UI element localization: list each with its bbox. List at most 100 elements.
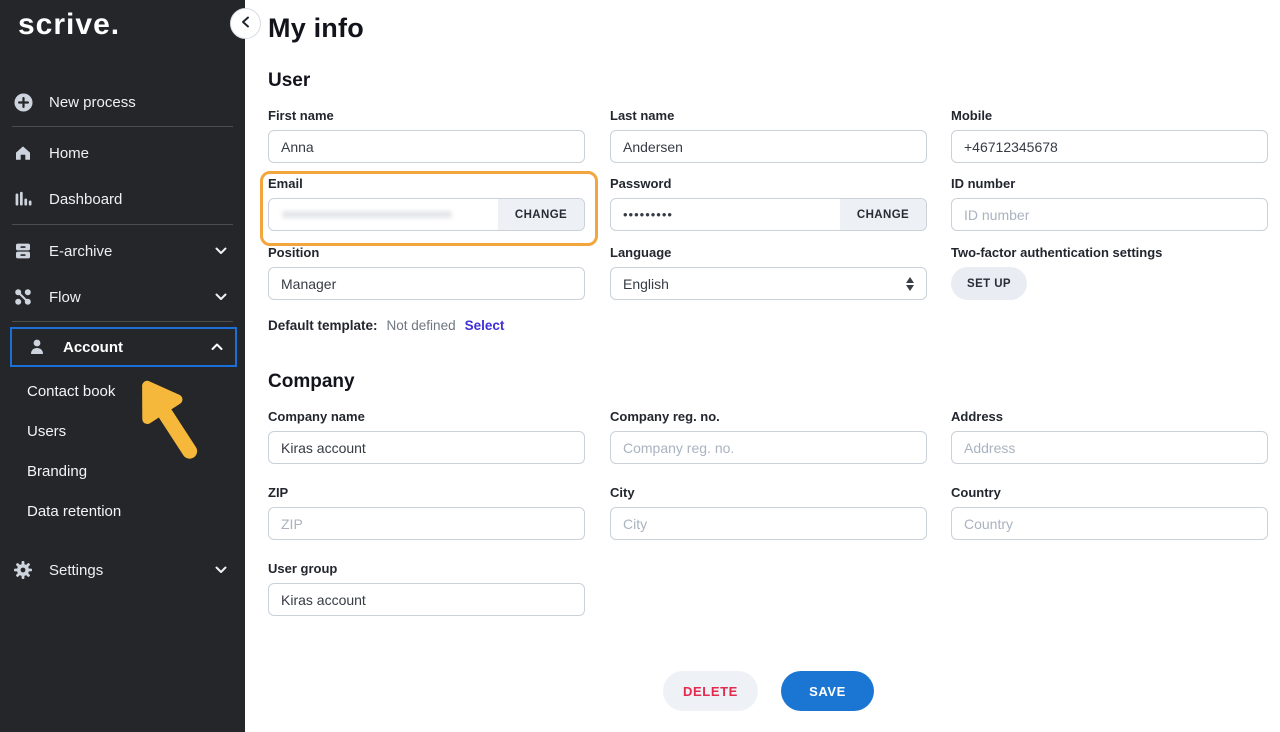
user-group-label: User group bbox=[268, 561, 338, 576]
sidebar-subitem-label: Users bbox=[27, 422, 67, 440]
password-label: Password bbox=[610, 176, 672, 191]
sidebar-item-dashboard[interactable]: Dashboard bbox=[12, 185, 233, 213]
city-input[interactable] bbox=[610, 507, 927, 540]
section-title-company: Company bbox=[268, 371, 355, 392]
email-change-button[interactable]: CHANGE bbox=[498, 199, 584, 230]
gear-icon bbox=[12, 559, 34, 581]
email-label: Email bbox=[268, 176, 303, 191]
email-field-group: Email CHANGE bbox=[268, 176, 585, 231]
sidebar-divider bbox=[12, 321, 233, 322]
plus-circle-icon bbox=[12, 91, 34, 113]
save-button[interactable]: SAVE bbox=[781, 671, 874, 711]
company-name-label: Company name bbox=[268, 409, 365, 424]
main-content: My info User First name Last name Mobile… bbox=[230, 0, 1280, 732]
zip-field-group: ZIP bbox=[268, 485, 585, 540]
city-label: City bbox=[610, 485, 635, 500]
bar-chart-icon bbox=[12, 188, 34, 210]
position-field-group: Position bbox=[268, 245, 585, 300]
sidebar-item-label: Dashboard bbox=[49, 190, 123, 208]
company-reg-label: Company reg. no. bbox=[610, 409, 720, 424]
delete-button[interactable]: DELETE bbox=[663, 671, 758, 711]
default-template-label: Default template: bbox=[268, 318, 378, 333]
mobile-label: Mobile bbox=[951, 108, 993, 123]
sidebar-item-users[interactable]: Users bbox=[27, 419, 66, 443]
position-label: Position bbox=[268, 245, 320, 260]
city-field-group: City bbox=[610, 485, 927, 540]
address-label: Address bbox=[951, 409, 1004, 424]
language-select[interactable]: English bbox=[610, 267, 927, 300]
zip-label: ZIP bbox=[268, 485, 289, 500]
address-field-group: Address bbox=[951, 409, 1268, 464]
sidebar-item-e-archive[interactable]: E-archive bbox=[12, 237, 233, 265]
zip-input[interactable] bbox=[268, 507, 585, 540]
sidebar-item-label: Settings bbox=[49, 561, 104, 579]
person-icon bbox=[26, 336, 48, 358]
position-input[interactable] bbox=[268, 267, 585, 300]
default-template-row: Default template: Not defined Select bbox=[268, 318, 504, 333]
country-label: Country bbox=[951, 485, 1001, 500]
archive-icon bbox=[12, 240, 34, 262]
sidebar-item-contact-book[interactable]: Contact book bbox=[27, 379, 115, 403]
annotation-arrow bbox=[138, 371, 208, 476]
section-title-user: User bbox=[268, 70, 311, 91]
sidebar-item-label: Account bbox=[63, 338, 123, 356]
last-name-field-group: Last name bbox=[610, 108, 927, 163]
company-name-input[interactable] bbox=[268, 431, 585, 464]
id-number-input[interactable] bbox=[951, 198, 1268, 231]
chevron-down-icon bbox=[215, 566, 227, 574]
sidebar-subitem-label: Contact book bbox=[27, 382, 116, 400]
default-template-value: Not defined bbox=[386, 318, 456, 333]
first-name-label: First name bbox=[268, 108, 334, 123]
country-input[interactable] bbox=[951, 507, 1268, 540]
sidebar-item-label: Home bbox=[49, 144, 90, 162]
chevron-down-icon bbox=[215, 247, 227, 255]
sidebar-divider bbox=[12, 224, 233, 225]
scrive-logo: scrive. bbox=[18, 8, 121, 41]
last-name-label: Last name bbox=[610, 108, 675, 123]
chevron-down-icon bbox=[215, 293, 227, 301]
sidebar-item-branding[interactable]: Branding bbox=[27, 459, 87, 483]
sidebar-item-flow[interactable]: Flow bbox=[12, 283, 233, 311]
page-title: My info bbox=[268, 13, 364, 43]
sidebar-item-account-selected[interactable]: Account bbox=[10, 327, 237, 367]
company-reg-field-group: Company reg. no. bbox=[610, 409, 927, 464]
first-name-field-group: First name bbox=[268, 108, 585, 163]
sidebar-item-label: E-archive bbox=[49, 242, 113, 260]
chevron-up-icon bbox=[211, 343, 223, 351]
language-selected-value: English bbox=[623, 275, 669, 292]
chevron-left-icon bbox=[240, 15, 251, 33]
mobile-field-group: Mobile bbox=[951, 108, 1268, 163]
language-field-group: Language English bbox=[610, 245, 927, 300]
company-name-field-group: Company name bbox=[268, 409, 585, 464]
sidebar-divider bbox=[12, 126, 233, 127]
sidebar-subitem-label: Branding bbox=[27, 462, 88, 480]
sidebar-item-home[interactable]: Home bbox=[12, 139, 233, 167]
company-reg-input[interactable] bbox=[610, 431, 927, 464]
sidebar-item-label: New process bbox=[49, 93, 136, 111]
two-factor-group: Two-factor authentication settings bbox=[951, 245, 1231, 267]
user-group-field-group: User group bbox=[268, 561, 585, 616]
id-number-field-group: ID number bbox=[951, 176, 1268, 231]
password-field-group: Password CHANGE bbox=[610, 176, 927, 231]
sidebar-item-label: Flow bbox=[49, 288, 81, 306]
two-factor-setup-button[interactable]: SET UP bbox=[951, 267, 1027, 300]
first-name-input[interactable] bbox=[268, 130, 585, 163]
sidebar-collapse-button[interactable] bbox=[230, 8, 261, 39]
sidebar-item-settings[interactable]: Settings bbox=[12, 556, 233, 584]
language-label: Language bbox=[610, 245, 672, 260]
sidebar-item-data-retention[interactable]: Data retention bbox=[27, 499, 121, 523]
mobile-input[interactable] bbox=[951, 130, 1268, 163]
sidebar-item-new-process[interactable]: New process bbox=[12, 88, 233, 116]
sidebar-subitem-label: Data retention bbox=[27, 502, 122, 520]
password-change-button[interactable]: CHANGE bbox=[840, 199, 926, 230]
id-number-label: ID number bbox=[951, 176, 1016, 191]
user-group-input[interactable] bbox=[268, 583, 585, 616]
default-template-select-link[interactable]: Select bbox=[464, 318, 505, 333]
address-input[interactable] bbox=[951, 431, 1268, 464]
two-factor-label: Two-factor authentication settings bbox=[951, 245, 1163, 260]
country-field-group: Country bbox=[951, 485, 1268, 540]
last-name-input[interactable] bbox=[610, 130, 927, 163]
sidebar: scrive. New process Home Dashboard bbox=[0, 0, 245, 732]
select-updown-icon bbox=[906, 276, 914, 291]
